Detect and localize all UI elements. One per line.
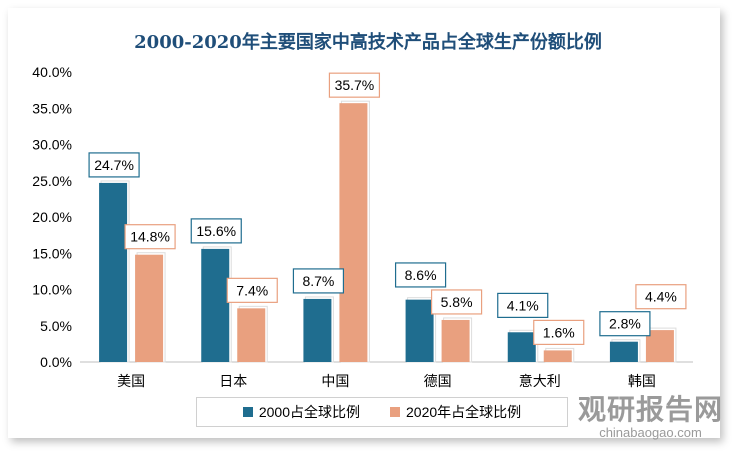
watermark-en: chinabaogao.com: [599, 425, 702, 440]
y-tick-label: 5.0%: [40, 318, 72, 334]
legend-item-2020: 2020年占全球比例: [390, 402, 521, 422]
data-label: 5.8%: [441, 294, 473, 310]
data-label: 4.1%: [507, 297, 539, 313]
bar-2000: [303, 298, 332, 362]
bar-2000: [507, 332, 536, 362]
bar-2020: [645, 330, 674, 362]
x-tick-label: 美国: [117, 373, 145, 389]
y-tick-label: 35.0%: [32, 100, 72, 116]
legend: 2000占全球比例 2020年占全球比例: [196, 397, 568, 427]
watermark-cn: 观研报告网: [578, 394, 724, 425]
bar-2000: [201, 248, 230, 362]
bar-2020: [543, 350, 572, 362]
data-label: 2.8%: [609, 316, 641, 332]
y-tick-label: 10.0%: [32, 282, 72, 298]
data-label-box: [394, 262, 447, 288]
data-label: 35.7%: [335, 77, 375, 93]
y-tick-label: 20.0%: [32, 209, 72, 225]
data-label: 8.7%: [302, 273, 334, 289]
y-tick-label: 15.0%: [32, 245, 72, 261]
y-tick-label: 0.0%: [40, 354, 72, 370]
data-label-box: [292, 268, 345, 294]
y-tick-label: 25.0%: [32, 173, 72, 189]
data-label: 1.6%: [543, 324, 575, 340]
data-label-box: [497, 292, 549, 318]
y-tick-label: 30.0%: [32, 137, 72, 153]
y-tick-label: 40.0%: [32, 64, 72, 80]
bar-2000: [405, 299, 434, 362]
x-tick-label: 日本: [219, 373, 247, 389]
data-label: 7.4%: [236, 282, 268, 298]
x-tick-label: 中国: [321, 373, 349, 389]
data-label-box: [533, 319, 585, 345]
watermark: 观研报告网 chinabaogao.com: [578, 394, 724, 440]
data-label: 14.8%: [130, 229, 170, 245]
data-label: 4.4%: [645, 289, 677, 305]
bar-2020: [441, 319, 470, 362]
bar-2020: [339, 103, 368, 363]
x-tick-label: 意大利: [519, 373, 561, 389]
chart-title: 2000-2020年主要国家中高技术产品占全球生产份额比例: [134, 32, 602, 53]
bar-2000: [99, 182, 128, 362]
data-label-box: [88, 152, 140, 178]
legend-swatch: [390, 407, 400, 417]
bar-2020: [237, 308, 266, 362]
legend-item-2000: 2000占全球比例: [242, 402, 360, 422]
data-label: 8.6%: [405, 267, 437, 283]
legend-label: 2000占全球比例: [258, 404, 360, 420]
bar-2000: [609, 341, 638, 362]
data-label-box: [226, 277, 278, 303]
legend-label: 2020年占全球比例: [406, 404, 522, 420]
data-label-box: [328, 72, 381, 98]
x-tick-label: 德国: [424, 373, 452, 389]
legend-swatch: [242, 407, 253, 417]
data-label-box: [124, 224, 176, 250]
data-label-box: [430, 289, 483, 315]
bar-2020: [135, 254, 164, 362]
data-label-box: [635, 284, 687, 310]
data-label: 24.7%: [94, 157, 134, 173]
data-label-box: [599, 311, 651, 337]
data-label: 15.6%: [196, 223, 236, 239]
data-label-box: [190, 218, 242, 244]
x-tick-label: 韩国: [628, 373, 656, 389]
